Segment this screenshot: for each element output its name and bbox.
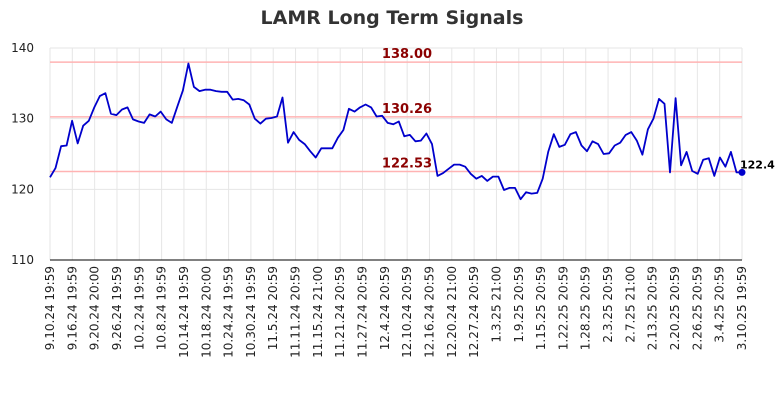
signal-level-label: 122.53 [382, 156, 432, 171]
price-series-line [49, 62, 742, 201]
x-tick-label: 1.3.25 21:00 [489, 266, 503, 343]
x-tick-label: 10.8.24 19:59 [155, 266, 169, 350]
x-tick-label: 10.14.24 19:59 [177, 266, 191, 358]
x-tick-label: 11.5.24 20:59 [266, 266, 280, 350]
x-tick-label: 12.4.24 20:59 [378, 266, 392, 350]
x-tick-label: 12.10.24 20:59 [400, 266, 414, 358]
x-tick-label: 2.13.25 20:59 [646, 266, 660, 350]
x-tick-label: 11.11.24 20:59 [289, 266, 303, 358]
y-tick-label: 110 [11, 253, 34, 267]
x-tick-label: 11.27.24 20:59 [356, 266, 370, 358]
x-tick-label: 3.4.25 20:59 [713, 266, 727, 343]
signal-level-label: 138.00 [382, 47, 432, 62]
x-tick-label: 2.7.25 21:00 [623, 266, 637, 343]
x-tick-label: 12.16.24 20:59 [422, 266, 436, 358]
signal-level-label: 130.26 [382, 102, 432, 117]
x-tick-label: 1.28.25 20:59 [579, 266, 593, 350]
x-tick-label: 2.20.25 20:59 [668, 266, 682, 350]
y-tick-label: 140 [11, 41, 34, 55]
x-tick-label: 9.26.24 19:59 [110, 266, 124, 350]
x-tick-label: 3.10.25 19:59 [735, 266, 749, 350]
x-tick-label: 10.2.24 19:59 [132, 266, 146, 350]
last-value-label: 122.4 [740, 158, 775, 171]
chart-title: LAMR Long Term Signals [260, 7, 524, 29]
x-tick-label: 2.26.25 20:59 [690, 266, 704, 350]
y-tick-label: 130 [11, 112, 34, 126]
x-tick-label: 1.15.25 20:59 [534, 266, 548, 350]
x-tick-label: 12.27.24 20:59 [467, 266, 481, 358]
x-tick-label: 9.16.24 19:59 [65, 266, 79, 350]
x-tick-label: 11.21.24 20:59 [333, 266, 347, 358]
x-tick-label: 10.24.24 19:59 [222, 266, 236, 358]
x-tick-label: 1.22.25 20:59 [556, 266, 570, 350]
x-tick-label: 10.18.24 20:00 [199, 266, 213, 358]
x-tick-label: 1.9.25 20:59 [512, 266, 526, 343]
last-point-marker [738, 168, 746, 176]
y-tick-label: 120 [11, 182, 34, 196]
x-tick-label: 12.20.24 21:00 [445, 266, 459, 358]
x-tick-label: 10.30.24 19:59 [244, 266, 258, 358]
x-tick-label: 2.3.25 20:59 [601, 266, 615, 343]
x-tick-label: 9.20.24 20:00 [88, 266, 102, 350]
x-tick-label: 9.10.24 19:59 [43, 266, 57, 350]
x-tick-label: 11.15.24 21:00 [311, 266, 325, 358]
